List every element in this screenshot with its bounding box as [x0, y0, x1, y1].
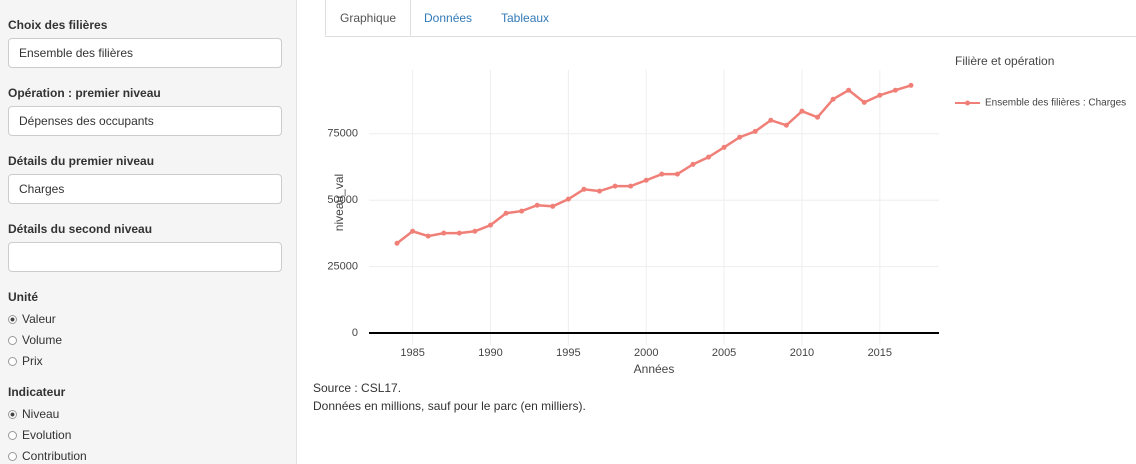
radio-label: Evolution: [22, 428, 72, 442]
data-point: [425, 233, 431, 239]
radio-button[interactable]: [8, 357, 17, 366]
select-input[interactable]: Dépenses des occupants: [8, 106, 282, 136]
data-line: [396, 84, 912, 245]
data-point: [565, 196, 571, 202]
data-point: [581, 186, 587, 192]
legend-marker: [965, 100, 970, 106]
y-tick-label: 50000: [327, 194, 358, 206]
footnote: Données en millions, sauf pour le parc (…: [313, 399, 586, 413]
field-label: Détails du second niveau: [8, 222, 153, 236]
select-input[interactable]: Ensemble des filières: [8, 38, 282, 68]
data-point: [830, 96, 836, 102]
radio-label: Volume: [22, 333, 63, 347]
radio-button[interactable]: [8, 336, 17, 345]
radio-label: Niveau: [22, 407, 60, 421]
data-point: [503, 210, 509, 216]
x-tick-label: 1995: [556, 347, 580, 359]
data-point: [861, 99, 867, 105]
x-tick-label: 2005: [712, 347, 736, 359]
radio-button[interactable]: [8, 410, 17, 419]
legend-title: Filière et opération: [955, 54, 1054, 68]
field-label: Détails du premier niveau: [8, 154, 155, 168]
radio-option[interactable]: Prix: [8, 354, 43, 368]
radio-label: Contribution: [22, 449, 87, 463]
radio-option[interactable]: Valeur: [8, 312, 56, 326]
radio-button[interactable]: [8, 431, 17, 440]
select-input[interactable]: [8, 242, 282, 272]
data-point: [752, 128, 758, 134]
data-point: [550, 203, 556, 209]
data-point: [410, 228, 416, 234]
data-point: [596, 188, 602, 194]
x-tick-label: 1985: [400, 347, 424, 359]
radio-option[interactable]: Niveau: [8, 407, 59, 421]
data-point: [721, 144, 727, 150]
radio-label: Prix: [22, 354, 43, 368]
tab[interactable]: Tableaux: [501, 11, 550, 25]
x-axis-title: Années: [634, 362, 675, 376]
group-label: Indicateur: [8, 385, 66, 399]
tab-bar: Graphique Données Tableaux: [325, 0, 1136, 37]
x-tick-label: 2000: [634, 347, 658, 359]
data-point: [908, 82, 914, 88]
data-point: [534, 202, 540, 208]
data-point: [815, 114, 821, 120]
chart: 1985 1990 1995 2000 2005 2010 2015 0 25000 50000 7…: [327, 54, 1126, 376]
data-point: [737, 134, 743, 140]
x-tick-label: 2010: [790, 347, 814, 359]
select-input[interactable]: Charges: [8, 174, 282, 204]
data-point: [441, 230, 447, 236]
data-point: [768, 117, 774, 123]
radio-button[interactable]: [8, 452, 17, 461]
tab[interactable]: Données: [424, 11, 473, 25]
x-tick-label: 2015: [868, 347, 892, 359]
data-point: [690, 161, 696, 167]
data-point: [394, 240, 400, 246]
sidebar: Choix des filières Ensemble des filières O…: [0, 0, 297, 464]
data-point: [706, 154, 712, 160]
data-point: [846, 87, 852, 93]
data-point: [612, 183, 618, 189]
data-point: [456, 230, 462, 236]
field-label: Opération : premier niveau: [8, 86, 161, 100]
data-point: [877, 92, 883, 98]
tab[interactable]: Graphique: [325, 0, 412, 36]
radio-option[interactable]: Contribution: [8, 449, 87, 463]
data-point: [799, 108, 805, 114]
footnote: Source : CSL17.: [313, 381, 402, 395]
data-point: [519, 208, 525, 214]
radio-option[interactable]: Volume: [8, 333, 62, 347]
data-point: [674, 171, 680, 177]
radio-button[interactable]: [8, 315, 17, 324]
radio-option[interactable]: Evolution: [8, 428, 71, 442]
y-tick-label: 75000: [327, 128, 358, 140]
data-point: [659, 171, 665, 177]
data-point: [892, 87, 898, 93]
group-label: Unité: [8, 290, 38, 304]
x-tick-label: 1990: [478, 347, 502, 359]
legend-label: Ensemble des filières : Charges: [985, 98, 1126, 109]
y-tick-label: 0: [352, 327, 358, 339]
data-point: [643, 177, 649, 183]
field-label: Choix des filières: [8, 18, 108, 32]
data-point: [472, 228, 478, 234]
data-point: [487, 222, 493, 228]
data-point: [628, 183, 634, 189]
y-axis-title: niveau_val: [332, 174, 346, 231]
y-tick-label: 25000: [327, 261, 358, 273]
radio-label: Valeur: [22, 312, 56, 326]
data-point: [783, 122, 789, 128]
